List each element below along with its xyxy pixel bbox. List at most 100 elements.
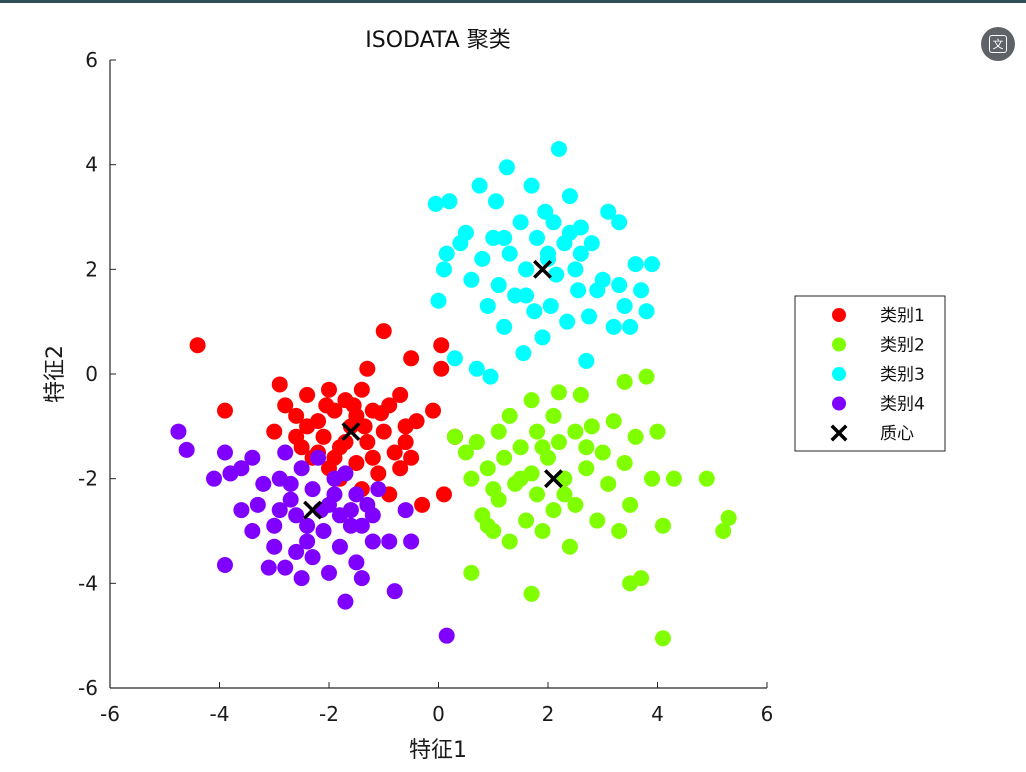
data-point <box>299 418 316 435</box>
data-point <box>526 303 543 320</box>
data-point <box>561 224 578 241</box>
data-point <box>233 460 250 477</box>
data-point <box>266 517 283 534</box>
data-point <box>370 481 387 498</box>
data-point <box>474 250 491 267</box>
data-point <box>518 512 535 529</box>
centroid-marker <box>533 259 552 279</box>
data-point <box>583 235 600 252</box>
data-point <box>644 256 661 273</box>
data-point <box>359 360 376 377</box>
data-point <box>312 502 329 519</box>
data-point <box>386 583 403 600</box>
data-point <box>567 496 584 513</box>
data-point <box>594 271 611 288</box>
legend-entry: 类别1 <box>832 306 925 326</box>
data-point <box>321 564 337 581</box>
data-point <box>326 449 343 466</box>
data-point <box>485 229 502 246</box>
data-point <box>178 441 195 458</box>
data-point <box>392 460 409 477</box>
data-point <box>485 481 502 498</box>
data-point <box>206 470 223 487</box>
data-point <box>545 502 562 519</box>
translate-button[interactable]: 文 <box>981 27 1015 61</box>
data-point <box>331 538 348 555</box>
data-point <box>622 318 639 335</box>
data-point <box>605 318 622 335</box>
data-point <box>299 533 316 550</box>
data-point <box>627 428 644 445</box>
data-point <box>189 337 206 354</box>
data-point <box>435 261 452 278</box>
series-3 <box>427 140 661 385</box>
data-point <box>468 360 485 377</box>
data-point <box>375 423 392 440</box>
data-point <box>534 329 551 346</box>
centroid-markers <box>303 259 563 520</box>
data-point <box>244 523 261 539</box>
data-point <box>523 585 540 602</box>
data-point <box>397 502 414 519</box>
data-point <box>556 486 573 503</box>
legend-label: 类别3 <box>880 365 925 385</box>
data-point <box>507 287 524 304</box>
data-point <box>216 557 233 574</box>
data-point <box>277 397 294 414</box>
data-point <box>271 502 288 519</box>
data-point <box>408 413 425 430</box>
window-top-strip <box>0 0 1026 3</box>
data-point <box>487 193 504 210</box>
data-point <box>581 308 598 325</box>
data-point <box>299 386 316 403</box>
x-tick-label: 6 <box>761 702 774 726</box>
data-point <box>446 428 463 445</box>
x-tick-label: 4 <box>651 702 664 726</box>
data-point <box>559 313 576 330</box>
x-tick-label: -4 <box>210 702 230 726</box>
data-point <box>479 517 496 534</box>
data-point <box>589 512 606 529</box>
data-point <box>515 345 532 362</box>
data-point <box>403 533 420 550</box>
data-point <box>282 475 299 492</box>
data-point <box>654 630 671 647</box>
series-1 <box>189 323 463 513</box>
data-point <box>353 570 370 587</box>
data-point <box>463 271 480 288</box>
y-tick-label: -2 <box>78 467 98 491</box>
data-point <box>288 507 305 524</box>
data-point <box>512 470 529 487</box>
data-point <box>277 559 294 576</box>
data-point <box>255 475 272 492</box>
data-point <box>496 318 513 335</box>
data-point <box>638 303 655 320</box>
data-point <box>594 444 611 461</box>
translate-icon: 文 <box>989 35 1007 53</box>
y-tick-label: -6 <box>78 676 98 700</box>
data-point <box>550 140 567 157</box>
data-point <box>490 277 507 294</box>
data-point <box>548 266 565 283</box>
data-point <box>386 444 403 461</box>
y-tick-label: 2 <box>85 257 98 281</box>
series-4 <box>170 423 455 644</box>
data-point <box>318 397 335 414</box>
data-point <box>403 350 420 367</box>
data-point <box>277 444 294 461</box>
data-point <box>315 523 332 539</box>
data-point <box>479 297 496 314</box>
x-tick-label: -6 <box>100 702 120 726</box>
data-point <box>498 159 515 176</box>
data-point <box>654 517 671 534</box>
data-point <box>605 413 622 430</box>
data-point <box>446 350 463 367</box>
data-point <box>315 428 332 445</box>
data-point <box>600 203 617 220</box>
data-point <box>523 392 540 409</box>
legend-marker <box>832 337 846 352</box>
x-tick-label: 0 <box>432 702 445 726</box>
data-point <box>501 245 518 262</box>
data-point <box>600 475 617 492</box>
